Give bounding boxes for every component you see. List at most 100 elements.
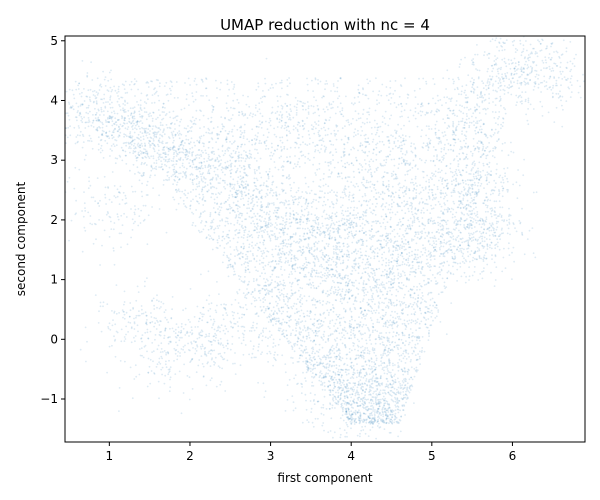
scatter-point	[477, 181, 480, 184]
scatter-point	[375, 268, 378, 271]
scatter-point	[558, 55, 560, 58]
scatter-point	[344, 294, 346, 297]
scatter-point	[146, 131, 149, 134]
scatter-point	[476, 142, 479, 145]
scatter-point	[121, 117, 123, 120]
scatter-point	[282, 169, 284, 171]
scatter-point	[123, 135, 125, 138]
scatter-point	[115, 330, 118, 333]
scatter-point	[432, 146, 435, 148]
scatter-point	[246, 288, 248, 290]
scatter-point	[400, 338, 403, 341]
scatter-point	[532, 252, 535, 255]
scatter-point	[391, 420, 394, 422]
scatter-point	[483, 236, 486, 239]
scatter-point	[320, 148, 322, 150]
scatter-point	[73, 187, 76, 190]
scatter-point	[452, 131, 455, 134]
scatter-point	[139, 115, 142, 118]
scatter-point	[412, 114, 415, 117]
scatter-point	[317, 285, 320, 288]
scatter-point	[399, 384, 402, 387]
scatter-point	[252, 326, 254, 329]
scatter-point	[493, 179, 496, 182]
scatter-point	[444, 172, 447, 175]
scatter-point	[273, 354, 276, 356]
scatter-point	[214, 160, 216, 162]
scatter-point	[258, 231, 261, 234]
scatter-point	[212, 339, 215, 341]
scatter-point	[303, 348, 306, 351]
scatter-point	[114, 323, 117, 326]
scatter-point	[376, 122, 378, 125]
scatter-point	[169, 127, 172, 130]
scatter-point	[217, 137, 220, 140]
scatter-point	[279, 95, 282, 98]
scatter-point	[307, 245, 310, 247]
scatter-point	[364, 263, 367, 266]
scatter-point	[283, 300, 285, 303]
scatter-point	[207, 309, 210, 312]
scatter-point	[254, 297, 256, 300]
scatter-point	[222, 154, 225, 157]
scatter-point	[360, 181, 363, 184]
scatter-point	[382, 406, 385, 409]
scatter-point	[412, 238, 415, 241]
scatter-point	[402, 388, 404, 391]
scatter-point	[357, 345, 360, 348]
scatter-point	[123, 212, 125, 215]
scatter-point	[196, 305, 199, 308]
scatter-point	[282, 306, 285, 309]
scatter-point	[116, 331, 119, 334]
scatter-point	[354, 134, 357, 137]
scatter-point	[378, 334, 380, 337]
scatter-point	[424, 311, 426, 314]
scatter-point	[552, 87, 554, 89]
scatter-point	[411, 339, 414, 342]
scatter-point	[177, 148, 180, 151]
scatter-point	[387, 233, 390, 235]
scatter-point	[445, 333, 448, 336]
scatter-point	[162, 147, 165, 149]
scatter-point	[331, 285, 333, 288]
scatter-point	[147, 155, 150, 158]
scatter-point	[391, 257, 394, 259]
scatter-point	[291, 307, 294, 310]
scatter-point	[172, 163, 175, 166]
scatter-point	[204, 336, 207, 338]
scatter-point	[504, 175, 506, 178]
scatter-point	[192, 188, 195, 191]
scatter-point	[233, 311, 236, 314]
scatter-point	[85, 360, 87, 363]
scatter-point	[114, 196, 117, 199]
scatter-point	[364, 137, 367, 140]
scatter-point	[118, 118, 120, 121]
scatter-point	[465, 183, 467, 185]
scatter-point	[182, 144, 185, 147]
scatter-point	[215, 336, 217, 339]
scatter-point	[95, 96, 98, 99]
scatter-point	[163, 85, 166, 87]
scatter-point	[253, 229, 256, 232]
scatter-point	[279, 223, 281, 226]
scatter-point	[101, 244, 103, 247]
scatter-point	[434, 265, 437, 268]
scatter-point	[490, 229, 493, 232]
scatter-point	[200, 153, 202, 156]
scatter-point	[405, 232, 407, 235]
scatter-point	[159, 82, 161, 85]
scatter-point	[335, 269, 337, 272]
scatter-point	[297, 197, 300, 200]
scatter-point	[312, 356, 315, 359]
scatter-point	[260, 255, 263, 257]
scatter-point	[478, 190, 480, 193]
scatter-point	[410, 384, 413, 386]
scatter-point	[307, 107, 310, 110]
scatter-point	[345, 404, 348, 406]
scatter-point	[361, 337, 363, 340]
scatter-point	[391, 279, 394, 281]
scatter-point	[297, 189, 300, 192]
scatter-point	[397, 103, 400, 106]
scatter-point	[480, 131, 483, 134]
